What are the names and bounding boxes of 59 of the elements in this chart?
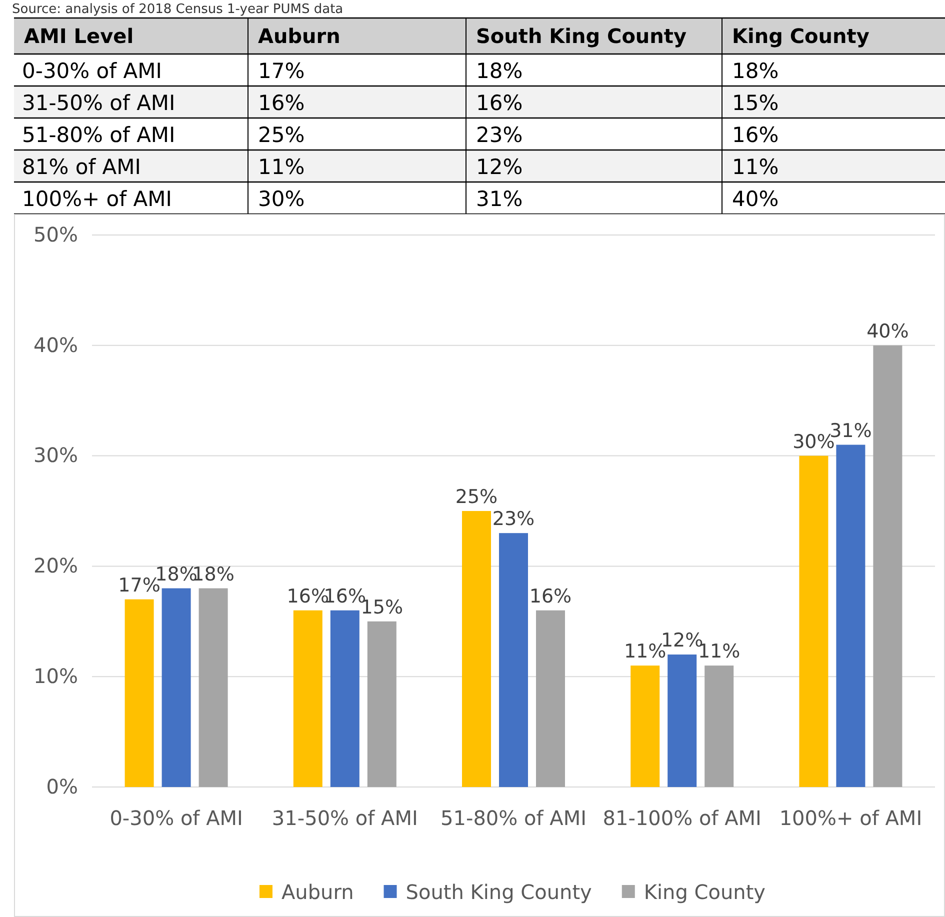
- x-tick-label: 81-100% of AMI: [602, 806, 762, 830]
- y-tick-label: 10%: [34, 664, 78, 688]
- text: 16%: [732, 123, 779, 147]
- bar: [499, 533, 528, 787]
- legend-label: South King County: [406, 880, 592, 904]
- x-tick-label: 100%+ of AMI: [779, 806, 922, 830]
- text: 18%: [476, 59, 523, 83]
- bar: [668, 654, 697, 787]
- text: AMI Level: [24, 24, 134, 48]
- bar: [462, 511, 491, 787]
- text: King County: [732, 24, 870, 48]
- bar: [704, 666, 734, 787]
- text: 81% of AMI: [22, 155, 141, 179]
- bar: [799, 456, 828, 787]
- y-tick-label: 30%: [34, 443, 78, 468]
- bar: [330, 610, 360, 787]
- bar: [536, 610, 565, 787]
- text: 0-30% of AMI: [22, 59, 162, 83]
- data-label: 25%: [455, 486, 498, 508]
- bar: [293, 610, 322, 787]
- bar: [836, 444, 866, 787]
- text: 100%+ of AMI: [22, 187, 172, 211]
- text: 25%: [258, 123, 305, 147]
- source-note: Source: analysis of 2018 Census 1-year PUMS data: [12, 2, 344, 17]
- text: 31%: [476, 187, 523, 211]
- text: 12%: [476, 155, 523, 179]
- text: 11%: [258, 155, 305, 179]
- y-tick-label: 20%: [34, 554, 78, 578]
- bar: [162, 588, 191, 787]
- text: 51-80% of AMI: [22, 123, 176, 147]
- text: 30%: [258, 187, 305, 211]
- bar: [124, 599, 154, 787]
- text: 23%: [476, 123, 523, 147]
- x-tick-label: 0-30% of AMI: [110, 806, 243, 830]
- data-label: 40%: [866, 320, 909, 342]
- text: Auburn: [258, 24, 340, 48]
- bar: [198, 588, 228, 787]
- data-label: 23%: [492, 508, 535, 530]
- y-tick-label: 50%: [34, 222, 78, 246]
- text: 31-50% of AMI: [22, 91, 176, 115]
- data-label: 16%: [529, 585, 572, 608]
- data-label: 16%: [286, 585, 330, 608]
- y-tick-label: 0%: [46, 774, 78, 798]
- text: 17%: [258, 59, 305, 83]
- legend-label: King County: [644, 880, 766, 904]
- y-tick-label: 40%: [34, 332, 78, 357]
- x-tick-label: 51-80% of AMI: [440, 806, 586, 830]
- bar: [873, 345, 902, 787]
- text: 16%: [258, 91, 305, 115]
- text: 18%: [732, 59, 779, 83]
- bar: [630, 666, 660, 787]
- text: 16%: [476, 91, 523, 115]
- text: 40%: [732, 187, 779, 211]
- text: 11%: [732, 155, 779, 179]
- text: 15%: [732, 91, 779, 115]
- x-tick-label: 31-50% of AMI: [272, 806, 418, 830]
- legend-label: Auburn: [281, 880, 354, 904]
- text: South King County: [476, 24, 687, 48]
- bar: [367, 621, 396, 787]
